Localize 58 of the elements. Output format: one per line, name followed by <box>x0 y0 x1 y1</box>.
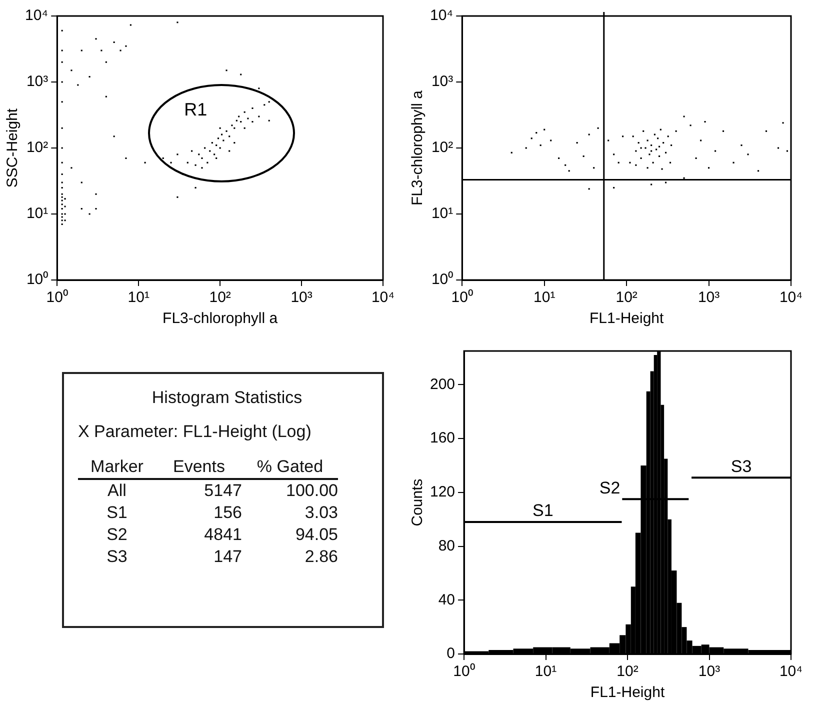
y-tick-label: 10¹ <box>431 205 454 222</box>
x-tick-label: 10⁰ <box>451 289 473 306</box>
text: Histogram Statistics <box>150 388 304 408</box>
y-tick-label: 200 <box>430 376 456 393</box>
text: S2 <box>106 524 128 546</box>
x-axis-title: FL1-Height <box>590 684 666 702</box>
text: Events <box>156 456 242 479</box>
x-tick-label: 10⁴ <box>371 289 395 306</box>
x-tick-label: 10² <box>616 289 638 306</box>
series-label: S1 <box>532 501 554 520</box>
y-tick-label: 10⁴ <box>430 7 454 24</box>
y-tick-label: 80 <box>438 537 456 554</box>
y-axis-title: Counts <box>409 478 426 526</box>
y-tick-label: 10⁰ <box>26 271 48 288</box>
series-label: S3 <box>730 456 752 476</box>
text: 156 <box>212 502 242 524</box>
text: 147 <box>212 546 242 568</box>
x-axis-title: FL1-Height <box>589 310 664 328</box>
text: 5147 <box>203 480 242 502</box>
x-axis-title: FL3-chlorophyll a <box>162 310 278 328</box>
x-tick-label: 10⁰ <box>46 289 68 306</box>
text: S3 <box>106 546 128 568</box>
x-tick-label: 10⁴ <box>779 289 803 306</box>
text: 2.86 <box>304 546 338 568</box>
y-tick-label: 10³ <box>431 73 454 90</box>
text: 3.03 <box>304 502 338 524</box>
x-tick-label: 10³ <box>698 663 720 680</box>
x-tick-label: 10⁰ <box>453 663 475 680</box>
text: Marker <box>78 456 156 479</box>
y-tick-label: 10⁴ <box>24 7 48 24</box>
text: S1 <box>106 502 128 524</box>
y-tick-label: 10³ <box>26 73 48 90</box>
y-axis-title: FL3-chlorophyll a <box>409 90 426 206</box>
series-label: S2 <box>599 478 620 498</box>
y-tick-label: 10⁰ <box>431 271 454 288</box>
x-tick-label: 10¹ <box>534 663 557 680</box>
y-tick-label: 10² <box>26 139 48 156</box>
x-tick-label: 10³ <box>698 289 720 306</box>
y-axis-title: SSC-Height <box>4 108 22 188</box>
text: All <box>106 480 128 502</box>
y-tick-label: 120 <box>430 484 456 501</box>
annotation: R1 <box>184 99 208 120</box>
text: 100.00 <box>285 480 338 502</box>
y-tick-label: 10² <box>431 139 454 156</box>
x-tick-label: 10¹ <box>128 289 150 306</box>
y-tick-label: 160 <box>430 430 456 447</box>
text: % Gated <box>242 456 338 479</box>
x-tick-label: 10⁴ <box>779 663 803 680</box>
y-tick-label: 0 <box>446 645 456 662</box>
x-tick-label: 10² <box>209 289 231 306</box>
text: 94.05 <box>294 524 338 546</box>
text: 4841 <box>203 524 242 546</box>
y-tick-label: 40 <box>438 591 456 608</box>
text: X Parameter: FL1-Height (Log) <box>78 422 312 442</box>
y-tick-label: 10¹ <box>26 205 48 222</box>
x-tick-label: 10² <box>616 663 638 680</box>
x-tick-label: 10³ <box>290 289 312 306</box>
x-tick-label: 10¹ <box>534 289 556 306</box>
